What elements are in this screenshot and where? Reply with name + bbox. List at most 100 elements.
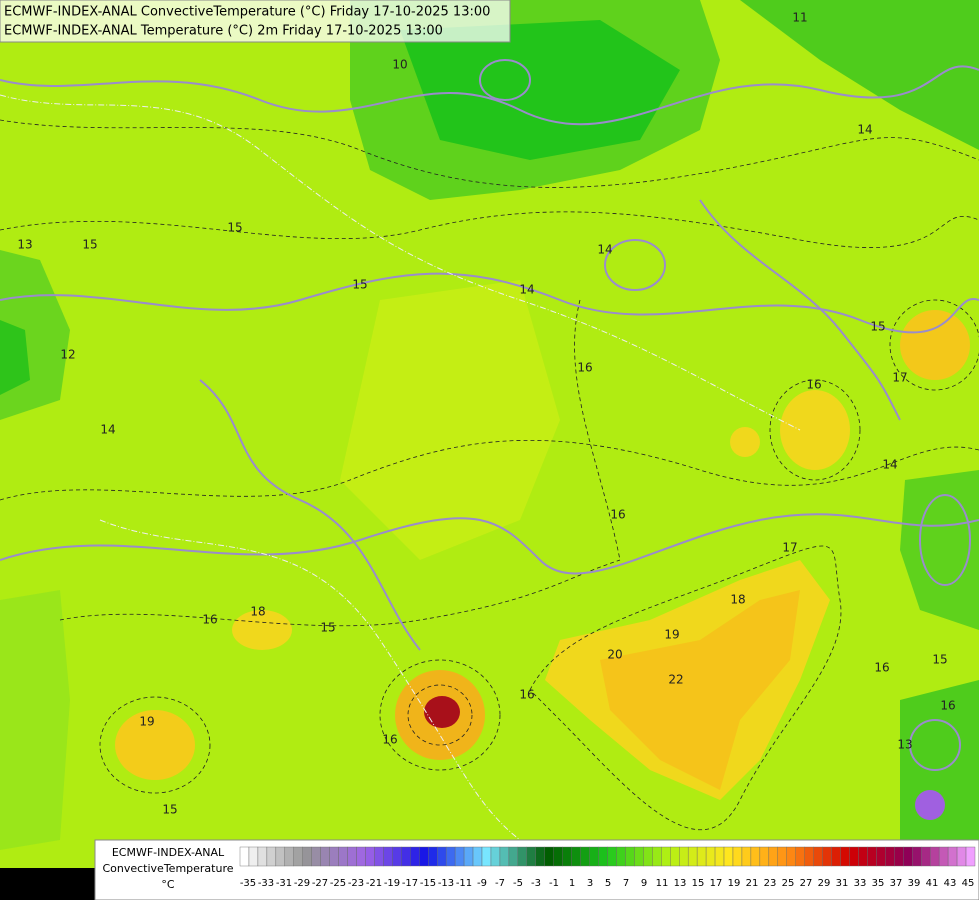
- color-swatch: [428, 846, 438, 867]
- legend-tick-label: 23: [764, 878, 777, 889]
- color-swatch: [257, 846, 268, 867]
- legend-tick-label: 45: [962, 878, 975, 889]
- boundary-line: [699, 199, 901, 421]
- contour-label: 16: [202, 613, 217, 627]
- color-swatch: [526, 846, 536, 867]
- yellow-area: [232, 610, 292, 650]
- color-swatch: [329, 846, 339, 867]
- legend-tick-label: -3: [531, 878, 541, 889]
- color-swatch: [876, 846, 886, 867]
- boundary-lines: [0, 59, 979, 771]
- color-swatch: [786, 846, 796, 867]
- contour-label: 13: [897, 738, 912, 752]
- contour-label: 16: [806, 378, 821, 392]
- contour-label: 14: [519, 283, 534, 297]
- legend-tick-label: 17: [710, 878, 723, 889]
- contour-label: 20: [607, 648, 622, 662]
- color-swatch: [239, 846, 250, 867]
- contour-label: 15: [932, 653, 947, 667]
- color-swatch: [903, 846, 913, 867]
- color-swatch: [436, 846, 447, 867]
- legend-tick-label: -9: [477, 878, 487, 889]
- legend-tick-label: -25: [330, 878, 346, 889]
- legend-tick-label: -13: [438, 878, 454, 889]
- color-swatch: [284, 846, 294, 867]
- color-swatch: [750, 846, 761, 867]
- color-swatch: [965, 846, 976, 867]
- boundary-line: [199, 379, 421, 651]
- color-swatch: [912, 846, 922, 867]
- legend-tick-label: -33: [258, 878, 274, 889]
- legend-title: ECMWF-INDEX-ANAL: [112, 846, 225, 859]
- contour-label: 15: [320, 621, 335, 635]
- color-swatch: [804, 846, 814, 867]
- legend-tick-label: 41: [926, 878, 939, 889]
- contour-label: 15: [162, 803, 177, 817]
- contour-label: 16: [940, 699, 955, 713]
- contour-label: 15: [82, 238, 97, 252]
- color-swatch: [454, 846, 465, 867]
- header: ECMWF-INDEX-ANAL ConvectiveTemperature (…: [0, 0, 511, 43]
- contour-label: 13: [17, 238, 32, 252]
- color-swatch: [598, 846, 608, 867]
- contour-label: 14: [597, 243, 612, 257]
- green-area: [900, 470, 979, 630]
- color-swatch: [652, 846, 662, 867]
- color-swatch: [410, 846, 420, 867]
- orange-area: [900, 310, 970, 380]
- header-box: [0, 0, 511, 43]
- color-swatch: [302, 846, 312, 867]
- legend-tick-label: -35: [240, 878, 256, 889]
- contour-label: 16: [577, 361, 592, 375]
- color-swatch: [472, 846, 483, 867]
- contour-label: 16: [610, 508, 625, 522]
- color-swatch: [275, 846, 286, 867]
- boundary-line: [0, 65, 979, 126]
- color-swatch: [490, 846, 501, 867]
- color-swatch: [947, 846, 958, 867]
- color-swatch: [929, 846, 940, 867]
- contour-line: [379, 659, 501, 771]
- color-swatch: [696, 846, 707, 867]
- legend-tick-label: 15: [692, 878, 705, 889]
- color-swatch: [625, 846, 635, 867]
- green-area: [740, 0, 979, 150]
- color-swatch: [938, 846, 949, 867]
- color-swatch: [616, 846, 626, 867]
- legend-tick-label: 3: [587, 878, 593, 889]
- contour-label: 18: [250, 605, 265, 619]
- contour-label: 11: [792, 11, 807, 25]
- legend-tick-label: -29: [294, 878, 310, 889]
- border-line: [99, 519, 521, 841]
- contour-labels: 15 15 15 14 14 16 16 14 15 14 11 10 13 12 16 18 15 16 19 20…: [17, 11, 955, 817]
- color-swatch: [445, 846, 456, 867]
- green-area: [400, 20, 680, 160]
- legend-tick-label: 13: [674, 878, 687, 889]
- legend-tick-label: 9: [641, 878, 647, 889]
- color-swatch: [508, 846, 519, 867]
- legend-tick-label: -17: [402, 878, 418, 889]
- color-swatch: [759, 846, 770, 867]
- legend-tick-label: 19: [728, 878, 741, 889]
- color-swatch: [419, 846, 429, 867]
- color-swatch: [723, 846, 734, 867]
- color-swatch: [401, 846, 411, 867]
- color-swatch: [777, 846, 787, 867]
- contour-label: 18: [730, 593, 745, 607]
- color-swatch: [320, 846, 330, 867]
- color-swatch: [670, 846, 680, 867]
- color-swatch: [463, 846, 474, 867]
- legend-tick-label: 29: [818, 878, 831, 889]
- orange-area: [600, 590, 800, 790]
- color-swatch: [356, 846, 366, 867]
- dashed-contours: [0, 119, 979, 831]
- color-swatch: [571, 846, 581, 867]
- legend-tick-label: -5: [513, 878, 523, 889]
- color-swatch: [921, 846, 931, 867]
- boundary-line: [0, 272, 979, 334]
- boundary-line: [0, 513, 979, 575]
- color-swatch: [687, 846, 698, 867]
- color-swatch: [813, 846, 823, 867]
- color-swatch: [840, 846, 850, 867]
